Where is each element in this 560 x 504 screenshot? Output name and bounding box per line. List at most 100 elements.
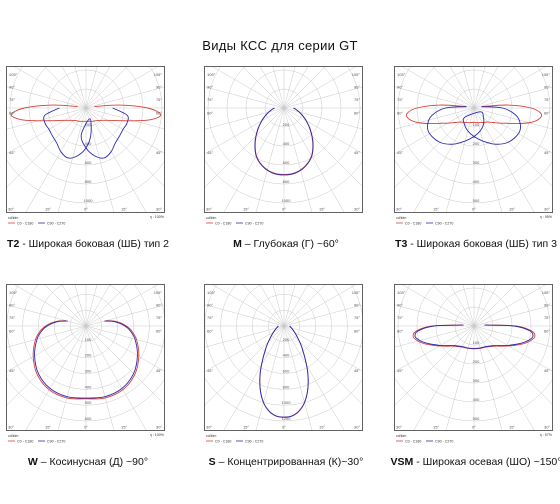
grid-spoke	[85, 66, 128, 109]
angle-label-right: 75°	[156, 97, 162, 102]
angle-label-left: 60°	[9, 111, 15, 116]
radial-tick-label: 500	[473, 416, 480, 421]
angle-label-right: 60°	[156, 111, 162, 116]
grid-spoke	[401, 284, 475, 327]
grid-spoke	[204, 325, 285, 348]
grid-spoke	[473, 325, 553, 372]
grid-spoke	[283, 325, 363, 372]
angle-label-bottom: 0°	[84, 425, 88, 430]
chart-caption: M – Глубокая (Г) ~60°	[233, 238, 339, 250]
series-curve-c0	[32, 320, 140, 400]
legend-label-c90: C90 - C270	[47, 221, 65, 225]
grid-spoke	[255, 107, 285, 213]
angle-label-right: 60°	[354, 111, 360, 116]
legend-label-c90: C90 - C270	[245, 221, 263, 225]
plot-frame	[204, 284, 363, 431]
grid-spoke	[283, 107, 313, 213]
angle-label-bottom: 30°	[206, 425, 212, 430]
legend-label-c0: C0 - C180	[17, 439, 33, 443]
polar-grid: 200 400 600 800 1000	[204, 66, 363, 213]
grid-spoke	[85, 107, 147, 213]
angle-label-bottom: 30°	[8, 425, 14, 430]
angle-label-left: 60°	[207, 111, 213, 116]
polar-grid: 100 200 300 400 500	[394, 66, 553, 213]
series-curve-c0	[10, 104, 162, 122]
grid-spoke	[74, 66, 87, 109]
radial-tick-label: 800	[283, 384, 290, 389]
efficiency-label: η : 100%	[150, 215, 165, 219]
legend-label-c0: C0 - C180	[405, 439, 421, 443]
angle-label-right: 60°	[544, 111, 550, 116]
grid-spoke	[394, 325, 475, 373]
angle-label-right: 90°	[544, 303, 550, 308]
chart-panel-w: 100 200 300 400 500 600 105° 105° 90° 90° 75° 75° 60…	[6, 284, 166, 469]
angle-label-right: 105°	[542, 72, 551, 77]
chart-caption: T3 - Широкая боковая (ШБ) тип 3	[395, 238, 557, 250]
legend-label-c90: C90 - C270	[435, 221, 453, 225]
grid-spoke	[204, 325, 285, 373]
page-title: Виды КСС для серии GT	[202, 38, 358, 53]
angle-label-left: 90°	[9, 85, 15, 90]
angle-label-right: 105°	[352, 72, 361, 77]
grid-spoke	[85, 284, 98, 327]
grid-spoke	[473, 107, 553, 187]
angle-label-bottom: 15°	[319, 207, 325, 212]
angle-label-bottom: 30°	[156, 425, 162, 430]
grid-spoke	[204, 325, 285, 406]
chart-panel-t3: 100 200 300 400 500 105° 105° 90° 90° 75° 75° 60° 60…	[394, 66, 557, 251]
grid-spoke	[473, 284, 547, 327]
grid-spoke	[394, 304, 475, 327]
angle-label-left: 75°	[9, 315, 15, 320]
series-curve-c90	[259, 325, 309, 418]
grid-spoke	[283, 66, 326, 109]
plot-frame	[394, 284, 553, 431]
grid-spoke	[57, 107, 87, 213]
grid-spoke	[85, 284, 111, 327]
polar-chart-vsm: 100 200 300 400 500 105° 105° 90° 90° 75° 75° 60° 60…	[394, 284, 553, 443]
grid-spoke	[473, 107, 553, 154]
legend-label-c90: C90 - C270	[47, 439, 65, 443]
grid-spoke	[85, 86, 165, 109]
grid-spoke	[473, 325, 535, 431]
radial-tick-label: 800	[283, 179, 290, 184]
angle-label-right: 45°	[156, 368, 162, 373]
grid-spoke	[473, 86, 553, 109]
grid-spoke	[25, 325, 87, 431]
legend-label-c90: C90 - C270	[435, 439, 453, 443]
plot-frame	[204, 66, 363, 213]
grid-spoke	[6, 325, 87, 373]
radial-tick-label: 200	[283, 337, 290, 342]
grid-spoke	[85, 325, 165, 405]
grid-spoke	[85, 107, 165, 130]
grid-spoke	[242, 284, 285, 327]
radial-tick-label: 1000	[282, 198, 292, 203]
chart-caption: VSM - Широкая осевая (ШО) ~150°	[390, 456, 560, 468]
grid-spoke	[432, 66, 475, 109]
legend-label-c0: C0 - C180	[215, 439, 231, 443]
grid-spoke	[13, 66, 87, 109]
grid-spoke	[211, 284, 285, 327]
radial-tick-label: 1200	[282, 416, 292, 421]
grid-spoke	[413, 107, 475, 213]
chart-caption: W – Косинусная (Д) ~90°	[27, 456, 149, 468]
series-curve-c90	[414, 324, 534, 349]
angle-label-bottom: 30°	[396, 207, 402, 212]
grid-spoke	[6, 304, 87, 327]
angle-label-left: 90°	[207, 85, 213, 90]
angle-label-right: 45°	[544, 150, 550, 155]
radial-tick-label: 100	[473, 122, 480, 127]
angle-label-bottom: 30°	[206, 207, 212, 212]
angle-label-bottom: 0°	[282, 425, 286, 430]
angle-label-bottom: 15°	[433, 207, 439, 212]
angle-label-bottom: 15°	[121, 207, 127, 212]
angle-label-left: 90°	[397, 303, 403, 308]
angle-label-right: 45°	[156, 150, 162, 155]
grid-spoke	[473, 325, 503, 431]
grid-spoke	[57, 325, 87, 431]
angle-label-right: 90°	[354, 303, 360, 308]
grid-spoke	[204, 304, 285, 327]
radial-tick-label: 200	[283, 122, 290, 127]
radial-tick-label: 600	[85, 416, 92, 421]
radial-tick-label: 400	[473, 397, 480, 402]
angle-label-left: 90°	[9, 303, 15, 308]
